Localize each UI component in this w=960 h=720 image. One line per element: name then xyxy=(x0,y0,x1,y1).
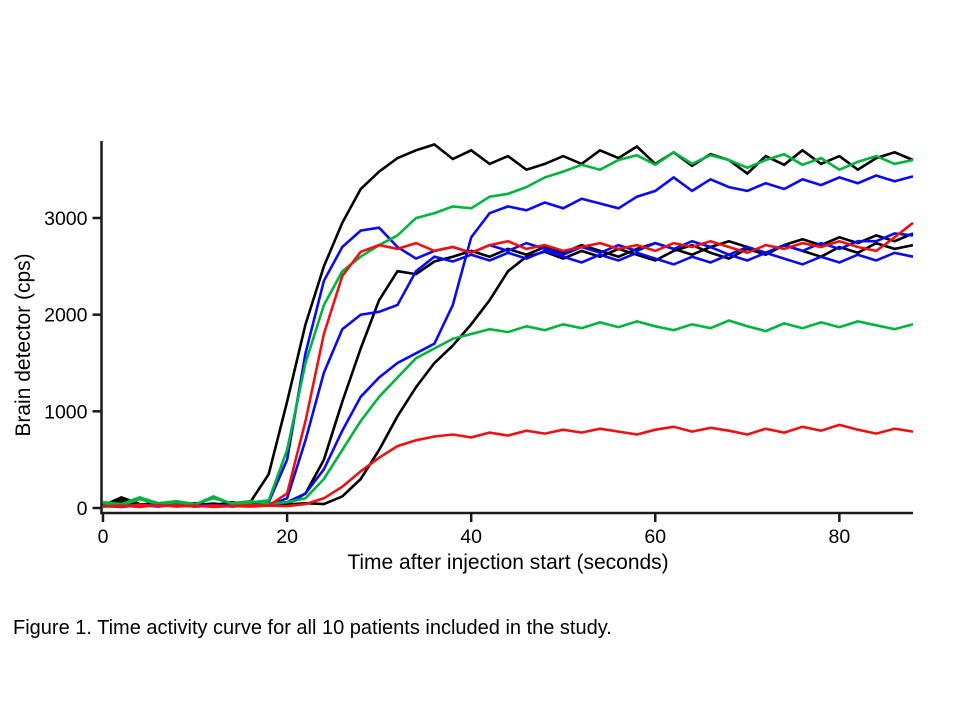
x-tick-label: 60 xyxy=(644,526,666,548)
series-line-patient-3-black xyxy=(102,241,914,507)
chart-plot: 0 20 40 60 80 0 1000 2000 3000 xyxy=(44,141,914,548)
series-line-patient-8-green xyxy=(102,319,914,506)
series-line-patient-6-blue xyxy=(102,174,914,508)
x-tick-label: 0 xyxy=(98,526,109,548)
y-axis-title: Brain detector (cps) xyxy=(12,253,35,437)
y-tick-label: 3000 xyxy=(44,208,88,230)
y-tick-label: 0 xyxy=(77,498,88,520)
y-tick-label: 1000 xyxy=(44,401,88,423)
x-tick-label: 40 xyxy=(460,526,482,548)
figure-caption: Figure 1. Time activity curve for all 10… xyxy=(13,617,612,639)
series-line-patient-5-blue xyxy=(102,249,914,508)
series-line-patient-2-black xyxy=(102,232,914,507)
series-line-patient-10-red xyxy=(102,423,914,509)
y-tick-label: 2000 xyxy=(44,305,88,327)
x-tick-label: 20 xyxy=(276,526,298,548)
series-line-patient-9-red xyxy=(102,221,914,508)
x-axis-title: Time after injection start (seconds) xyxy=(347,551,669,574)
x-tick-label: 80 xyxy=(829,526,851,548)
